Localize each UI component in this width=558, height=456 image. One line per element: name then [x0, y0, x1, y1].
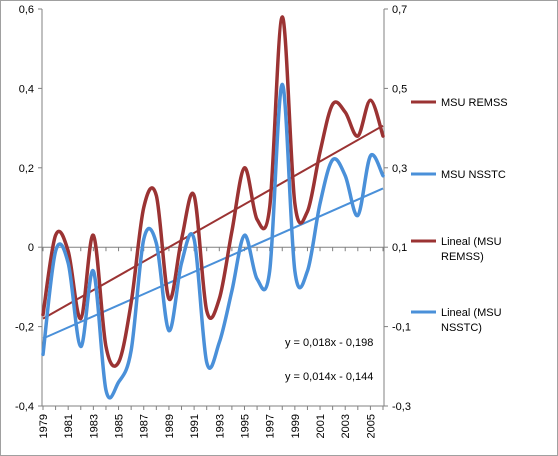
legend-label: MSU NSSTC — [441, 169, 506, 181]
x-tick-label: 1987 — [139, 414, 151, 438]
legend-label: MSU REMSS — [441, 97, 508, 109]
trend-line-remss — [42, 124, 384, 320]
x-tick-label: 2005 — [365, 414, 377, 438]
trend-equation-remss: y = 0,018x - 0,198 — [285, 337, 373, 349]
x-tick-label: 1995 — [239, 414, 251, 438]
left-tick-label: 0,4 — [19, 83, 34, 95]
x-tick-label: 1983 — [88, 414, 100, 438]
x-tick-label: 1989 — [164, 414, 176, 438]
left-tick-label: -0,4 — [15, 401, 34, 413]
legend-label: Lineal (MSU — [441, 307, 502, 319]
x-tick-label: 1991 — [189, 414, 201, 438]
trend-equation-nsstc: y = 0,014x - 0,144 — [285, 371, 373, 383]
x-tick-label: 2003 — [340, 414, 352, 438]
legend-label: Lineal (MSU — [441, 236, 502, 248]
left-tick-label: 0,2 — [19, 163, 34, 175]
x-tick-label: 1997 — [265, 414, 277, 438]
left-tick-label: 0,6 — [19, 4, 34, 16]
right-tick-label: 0,7 — [392, 4, 407, 16]
right-tick-label: 0,1 — [392, 242, 407, 254]
legend-label: NSSTC) — [441, 322, 482, 334]
right-tick-label: -0,1 — [392, 322, 411, 334]
series-line-remss — [41, 15, 385, 368]
right-tick-label: 0,3 — [392, 163, 407, 175]
x-tick-label: 1981 — [63, 414, 75, 438]
x-tick-label: 1999 — [290, 414, 302, 438]
right-tick-label: 0,5 — [392, 83, 407, 95]
right-tick-label: -0,3 — [392, 401, 411, 413]
x-tick-label: 1993 — [214, 414, 226, 438]
x-tick-label: 2001 — [315, 414, 327, 438]
left-tick-label: -0,2 — [15, 322, 34, 334]
x-tick-label: 1979 — [38, 414, 50, 438]
x-tick-label: 1985 — [114, 414, 126, 438]
series-line-nsstc — [41, 82, 385, 400]
left-tick-label: 0 — [28, 242, 34, 254]
legend-label: REMSS) — [441, 251, 484, 263]
